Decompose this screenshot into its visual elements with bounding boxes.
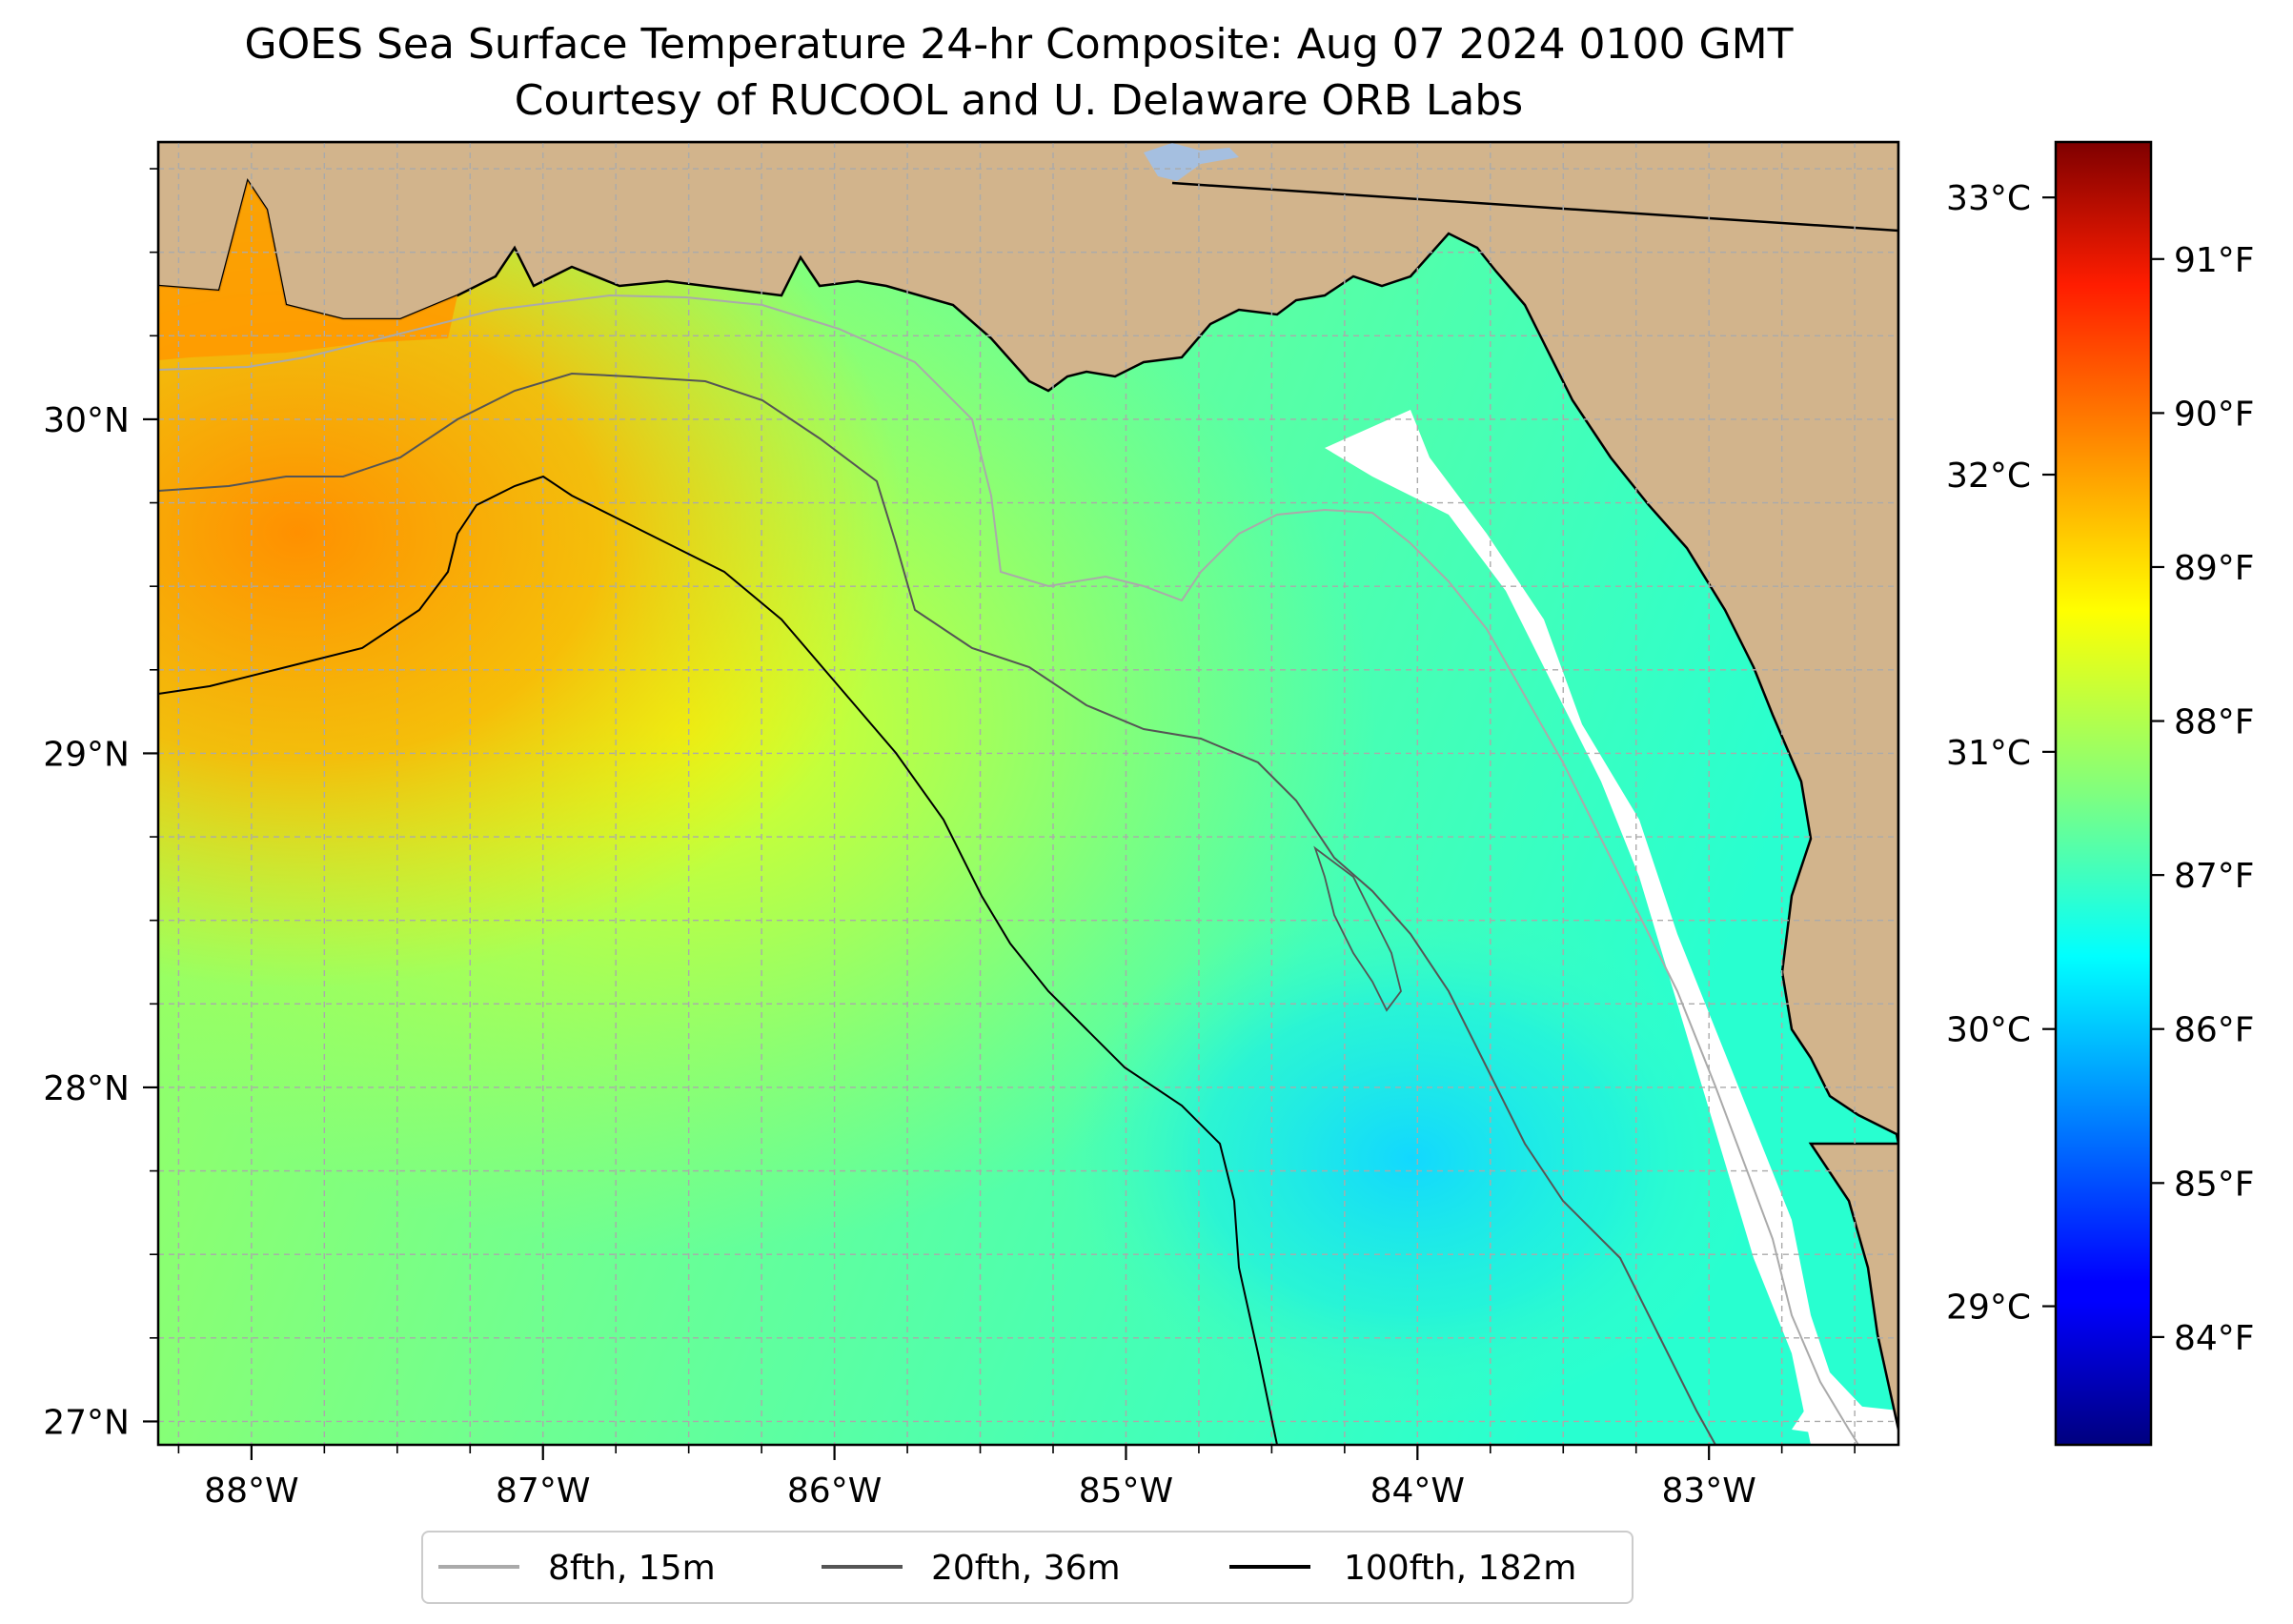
lon-tick-label: 85°W [1079,1472,1173,1511]
colorbar-celsius-label: 32°C [1946,457,2031,496]
graticule [158,142,1898,1445]
colorbar-fahrenheit-label: 85°F [2174,1165,2255,1204]
land-mass [158,142,1898,1145]
isobath-100fth [158,475,1278,1445]
land-mass-southwest-florida [1808,1142,1898,1431]
map-frame [156,140,1900,1447]
colorbar-fahrenheit-axis: 84°F 85°F 86°F 87°F 88°F 89°F 90°F 91°F [2151,241,2255,1358]
legend-box [421,1531,1634,1604]
state-border [1171,181,1898,233]
lon-tick-label: 88°W [204,1472,298,1511]
lon-tick-label: 83°W [1661,1472,1755,1511]
lat-tick-label: 28°N [43,1069,130,1108]
legend-label-8fth: 8fth, 15m [548,1549,716,1588]
lat-tick-label: 30°N [43,401,130,440]
colorbar-celsius-label: 33°C [1946,179,2031,218]
lat-tick-label: 27°N [43,1403,130,1442]
colorbar-fahrenheit-label: 84°F [2174,1319,2255,1358]
map-panel [158,142,1898,1445]
lat-tick-label: 29°N [43,735,130,774]
isobath-8fth [158,294,1859,1445]
colorbar-fahrenheit-label: 89°F [2174,549,2255,588]
colorbar-fahrenheit-label: 90°F [2174,395,2255,434]
lon-tick-label: 87°W [496,1472,590,1511]
lon-tick-label: 84°W [1370,1472,1465,1511]
lon-axis: 88°W 87°W 86°W 85°W 84°W 83°W [177,1445,1856,1511]
lon-tick-label: 86°W [787,1472,882,1511]
lat-axis: 27°N 28°N 29°N 30°N [43,168,158,1442]
lake [1144,143,1239,181]
isobath-20fth [158,372,1716,1445]
isobath-legend: 8fth, 15m 20fth, 36m 100fth, 182m [421,1531,1634,1604]
colorbar-fahrenheit-label: 87°F [2174,857,2255,896]
colorbar-gradient [2054,140,2153,1447]
map-title: GOES Sea Surface Temperature 24-hr Compo… [245,20,1794,69]
legend-label-100fth: 100fth, 182m [1344,1549,1576,1588]
colorbar-fahrenheit-label: 88°F [2174,703,2255,742]
colorbar-fahrenheit-label: 86°F [2174,1011,2255,1050]
colorbar-celsius-label: 31°C [1946,734,2031,773]
shelf-contour-islets [1313,845,1402,1012]
legend-label-20fth: 20fth, 36m [931,1549,1121,1588]
colorbar-celsius-axis: 29°C 30°C 31°C 32°C 33°C [1946,179,2056,1328]
nearshore-warm-band [158,181,457,360]
map-subtitle: Courtesy of RUCOOL and U. Delaware ORB L… [515,76,1523,125]
colorbar-celsius-label: 29°C [1946,1289,2031,1328]
colorbar-celsius-label: 30°C [1946,1011,2031,1050]
no-data-region [1325,410,1898,1445]
colorbar-fahrenheit-label: 91°F [2174,241,2255,280]
colorbar: 29°C 30°C 31°C 32°C 33°C 84°F 85°F 86°F 87°F 88°… [1946,140,2255,1447]
